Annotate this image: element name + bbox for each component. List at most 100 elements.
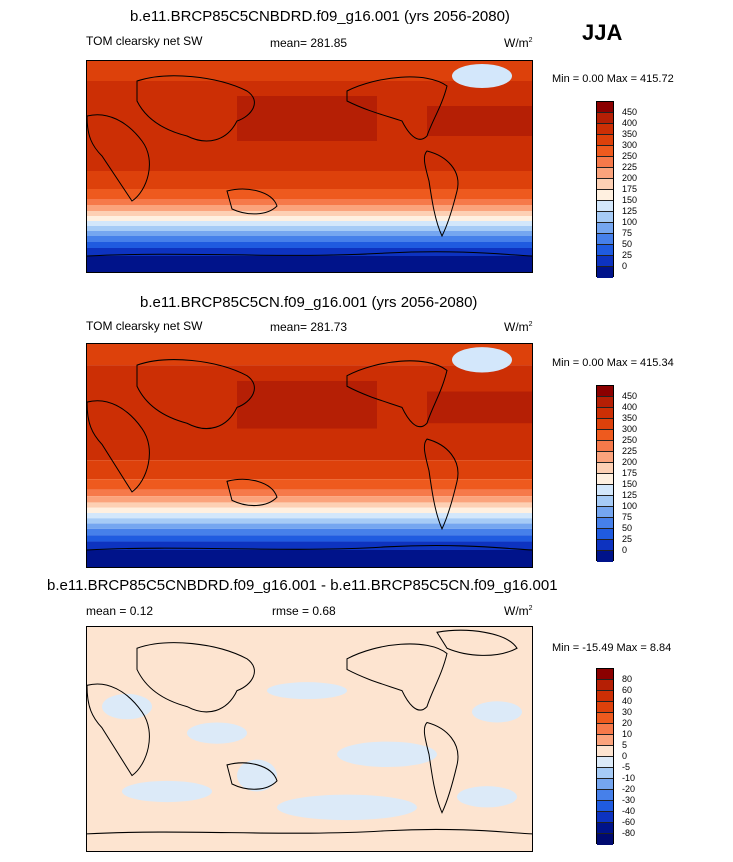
colorbar-swatch — [597, 463, 613, 474]
colorbar-swatch — [597, 452, 613, 463]
panel3-title: b.e11.BRCP85C5CNBDRD.f09_g16.001 - b.e11… — [47, 577, 558, 594]
colorbar-swatch — [597, 691, 613, 702]
colorbar-swatch — [597, 735, 613, 746]
colorbar-tick-label: -40 — [622, 806, 636, 816]
colorbar-swatch — [597, 713, 613, 724]
colorbar-tick-label: 200 — [622, 173, 638, 183]
panel3-units: W/m2 — [504, 604, 533, 618]
colorbar-tick-label: 0 — [622, 545, 628, 555]
colorbar-tick-label: -20 — [622, 784, 636, 794]
colorbar-tick-label: 175 — [622, 184, 638, 194]
colorbar-swatch — [597, 146, 613, 157]
colorbar-swatch — [597, 801, 613, 812]
colorbar-swatch — [597, 834, 613, 845]
colorbar-swatch — [597, 768, 613, 779]
colorbar-tick-label: 300 — [622, 424, 638, 434]
colorbar-tick-label: 25 — [622, 250, 633, 260]
colorbar-swatch — [597, 518, 613, 529]
panel3-map — [86, 626, 533, 852]
colorbar-tick-label: 125 — [622, 206, 638, 216]
colorbar-swatch — [597, 168, 613, 179]
colorbar-tick-label: 100 — [622, 217, 638, 227]
colorbar-swatch — [597, 256, 613, 267]
colorbar-swatch — [597, 135, 613, 146]
colorbar-swatch — [597, 507, 613, 518]
colorbar-tick-label: 225 — [622, 446, 638, 456]
colorbar-tick-label: 20 — [622, 718, 633, 728]
colorbar-swatch — [597, 474, 613, 485]
colorbar-tick-label: 30 — [622, 707, 633, 717]
colorbar-swatch — [597, 124, 613, 135]
colorbar-tick-label: 350 — [622, 129, 638, 139]
colorbar-tick-label: 75 — [622, 228, 633, 238]
colorbar-swatch — [597, 724, 613, 735]
colorbar-tick-label: 5 — [622, 740, 628, 750]
colorbar-tick-label: -5 — [622, 762, 631, 772]
colorbar-tick-label: 40 — [622, 696, 633, 706]
panel2-mean: mean= 281.73 — [270, 320, 348, 334]
colorbar-tick-label: 400 — [622, 402, 638, 412]
colorbar-swatch — [597, 702, 613, 713]
colorbar-tick-label: 125 — [622, 490, 638, 500]
colorbar-tick-label: 10 — [622, 729, 633, 739]
colorbar-tick-label: 50 — [622, 239, 633, 249]
colorbar-swatch — [597, 529, 613, 540]
colorbar-tick-label: 100 — [622, 501, 638, 511]
colorbar-swatch — [597, 757, 613, 768]
panel2-map — [86, 343, 533, 568]
colorbar-tick-label: 350 — [622, 413, 638, 423]
colorbar-tick-label: 75 — [622, 512, 633, 522]
colorbar-swatch — [597, 245, 613, 256]
colorbar-swatch — [597, 397, 613, 408]
colorbar-swatch — [597, 267, 613, 278]
colorbar-swatch — [597, 746, 613, 757]
colorbar-tick-label: -30 — [622, 795, 636, 805]
panel1-mean: mean= 281.85 — [270, 36, 348, 50]
colorbar-swatch — [597, 790, 613, 801]
panel1-map — [86, 60, 533, 273]
colorbar-swatch — [597, 223, 613, 234]
panel1-field-label: TOM clearsky net SW — [86, 34, 203, 48]
season-label: JJA — [582, 20, 623, 45]
colorbar-tick-label: 250 — [622, 151, 638, 161]
colorbar-tick-label: 225 — [622, 162, 638, 172]
colorbar-tick-label: 150 — [622, 479, 638, 489]
colorbar-tick-label: -60 — [622, 817, 636, 827]
colorbar-swatch — [597, 386, 613, 397]
colorbar-tick-label: 50 — [622, 523, 633, 533]
colorbar-swatch — [597, 234, 613, 245]
colorbar-swatch — [597, 190, 613, 201]
colorbar-tick-label: 25 — [622, 534, 633, 544]
colorbar-tick-label: 250 — [622, 435, 638, 445]
panel1-minmax: Min = 0.00 Max = 415.72 — [552, 73, 674, 85]
panel3-minmax: Min = -15.49 Max = 8.84 — [552, 642, 672, 654]
colorbar-tick-label: -10 — [622, 773, 636, 783]
colorbar-tick-label: 450 — [622, 107, 638, 117]
panel2-colorbar — [596, 385, 614, 562]
colorbar-swatch — [597, 779, 613, 790]
colorbar-tick-label: -80 — [622, 828, 636, 838]
colorbar-swatch — [597, 551, 613, 562]
colorbar-tick-label: 150 — [622, 195, 638, 205]
colorbar-swatch — [597, 113, 613, 124]
colorbar-tick-label: 450 — [622, 391, 638, 401]
panel3-colorbar — [596, 668, 614, 845]
colorbar-tick-label: 0 — [622, 751, 628, 761]
panel2-field-label: TOM clearsky net SW — [86, 319, 203, 333]
panel3-rmse: rmse = 0.68 — [272, 604, 336, 618]
panel1-units: W/m2 — [504, 36, 533, 50]
colorbar-swatch — [597, 485, 613, 496]
colorbar-swatch — [597, 441, 613, 452]
colorbar-swatch — [597, 157, 613, 168]
colorbar-swatch — [597, 812, 613, 823]
panel1-colorbar — [596, 101, 614, 278]
colorbar-swatch — [597, 496, 613, 507]
colorbar-swatch — [597, 669, 613, 680]
colorbar-tick-label: 300 — [622, 140, 638, 150]
panel2-minmax: Min = 0.00 Max = 415.34 — [552, 357, 674, 369]
colorbar-tick-label: 0 — [622, 261, 628, 271]
panel2-title: b.e11.BRCP85C5CN.f09_g16.001 (yrs 2056-2… — [140, 294, 478, 311]
colorbar-tick-label: 60 — [622, 685, 633, 695]
colorbar-swatch — [597, 540, 613, 551]
colorbar-tick-label: 200 — [622, 457, 638, 467]
